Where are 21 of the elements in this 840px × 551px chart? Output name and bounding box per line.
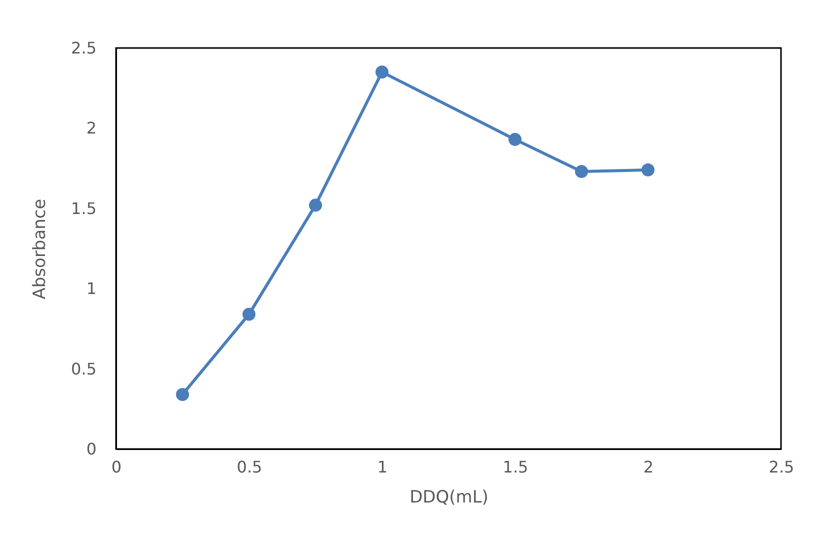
y-tick-label: 2 — [86, 118, 96, 138]
point — [641, 163, 655, 176]
y-tick-label: 1.5 — [71, 198, 96, 218]
point — [375, 66, 389, 79]
x-tick-label: 1 — [377, 458, 388, 476]
point — [508, 132, 522, 146]
x-tick-label: 0 — [111, 458, 122, 476]
point — [242, 308, 256, 321]
y-axis-title: Absorbance — [30, 198, 50, 300]
point — [176, 388, 190, 401]
x-tick-label: 1.5 — [502, 458, 528, 476]
y-tick-label: 0.5 — [71, 359, 96, 378]
x-axis-title: DDQ(mL) — [410, 488, 488, 508]
y-tick-label: 1 — [86, 279, 96, 298]
y-tick-label: 2.5 — [71, 38, 96, 58]
point — [308, 198, 322, 212]
x-tick-label: 2.5 — [768, 458, 794, 476]
point — [574, 165, 588, 178]
y-tick-label: 0 — [86, 440, 96, 458]
x-tick-label: 2 — [643, 458, 654, 476]
x-tick-label: 0.5 — [236, 458, 262, 476]
